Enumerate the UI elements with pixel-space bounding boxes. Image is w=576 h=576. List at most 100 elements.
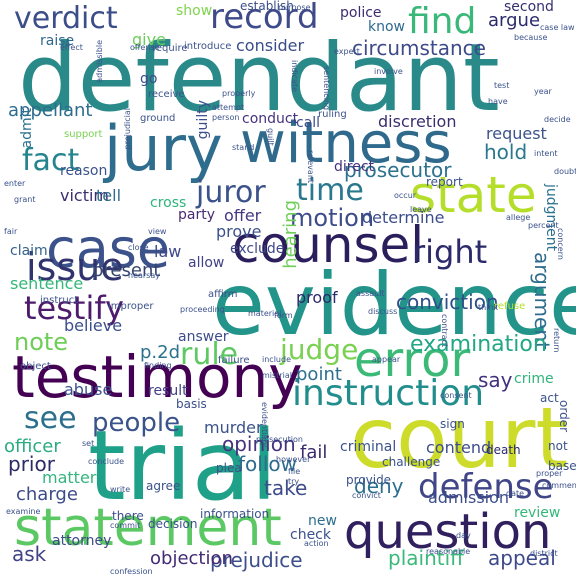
word: receive <box>148 89 185 100</box>
word: check <box>290 527 331 543</box>
word: claim <box>10 243 48 259</box>
word: present <box>92 260 161 281</box>
word: prejudicial <box>123 108 132 150</box>
word: sentencing <box>322 66 331 111</box>
word: affirm <box>208 289 238 300</box>
word: establish <box>240 0 294 13</box>
word: police <box>340 5 382 21</box>
word: challenge <box>382 455 441 469</box>
word: guilty <box>195 100 211 140</box>
word: proper <box>536 469 563 478</box>
word: provide <box>346 473 392 487</box>
word: offer <box>224 206 262 225</box>
word: reasonable <box>426 547 471 556</box>
word: object <box>20 361 51 372</box>
word: support <box>64 129 103 140</box>
word: opinion <box>222 432 296 456</box>
word: write <box>110 485 131 494</box>
word: fact <box>22 143 80 178</box>
word: examination <box>410 332 547 357</box>
word: material <box>248 309 282 318</box>
word: refuse <box>494 301 526 312</box>
word: answer <box>178 329 229 345</box>
word: issue <box>26 245 124 289</box>
word: allege <box>506 213 531 222</box>
word: charge <box>16 484 78 505</box>
word: ground <box>140 113 176 124</box>
word: involve <box>374 67 403 76</box>
word: juror <box>196 175 266 210</box>
word: date <box>506 489 525 498</box>
word: because <box>514 33 548 42</box>
word: day <box>456 531 471 540</box>
word: prosecutor <box>344 158 452 182</box>
word: defense <box>418 467 554 507</box>
word: prove <box>216 222 262 241</box>
word: crime <box>514 371 554 387</box>
word: murder <box>204 418 263 437</box>
word: close <box>128 243 149 252</box>
word: know <box>368 19 405 35</box>
word: believe <box>64 316 123 335</box>
word: criminal <box>340 439 397 455</box>
word: tell <box>96 186 122 205</box>
word: form <box>274 311 293 320</box>
word: counsel <box>232 216 425 274</box>
word: right <box>412 233 488 271</box>
word: admission <box>428 488 510 507</box>
word: person <box>212 113 240 122</box>
word: matter <box>42 468 97 487</box>
word: improper <box>108 301 154 312</box>
word: admissible <box>95 40 104 83</box>
word: confession <box>110 567 153 576</box>
word: offense <box>130 43 160 52</box>
word: appeal <box>488 546 556 570</box>
word: cross <box>150 195 187 211</box>
word: fair <box>4 227 18 236</box>
word: rule <box>180 337 239 372</box>
word: set <box>82 439 95 448</box>
word: jury <box>104 112 223 185</box>
word: ruling <box>318 109 347 120</box>
word: conduct <box>242 111 299 127</box>
word: show <box>176 3 213 19</box>
word: expert <box>334 47 360 56</box>
word: attorney <box>52 533 112 549</box>
word: argue <box>488 10 541 31</box>
word: question <box>344 504 552 560</box>
word: relevant <box>306 150 315 184</box>
word: however <box>276 455 311 464</box>
word: direct <box>334 159 375 175</box>
word: doubt <box>554 167 576 176</box>
word: request <box>486 124 547 143</box>
word: victim <box>60 186 110 205</box>
word: consider <box>236 36 305 55</box>
word: officer <box>4 436 61 457</box>
word: information <box>200 507 270 521</box>
word: note <box>14 328 69 356</box>
word: call <box>296 115 321 131</box>
word: appear <box>372 355 401 364</box>
word: point <box>296 364 342 385</box>
word: hearsay <box>128 271 160 280</box>
word: abuse <box>64 380 113 399</box>
word: find <box>408 1 477 42</box>
word: basis <box>176 397 207 411</box>
word: concern <box>556 228 565 260</box>
word: verdict <box>14 1 118 36</box>
word: assault <box>356 289 385 298</box>
word: deny <box>354 474 404 498</box>
word: year <box>534 87 552 96</box>
word: fail <box>300 442 328 463</box>
word: record <box>210 0 319 37</box>
word: trial <box>88 410 278 522</box>
word: statement <box>14 498 282 558</box>
word: exclude <box>230 241 285 257</box>
word: determine <box>362 208 445 227</box>
word: include <box>262 355 291 364</box>
word: instruction <box>292 373 485 414</box>
word: follow <box>238 452 297 476</box>
word: p.2d <box>140 342 181 363</box>
word: objection <box>150 548 233 569</box>
word: base <box>548 459 576 473</box>
